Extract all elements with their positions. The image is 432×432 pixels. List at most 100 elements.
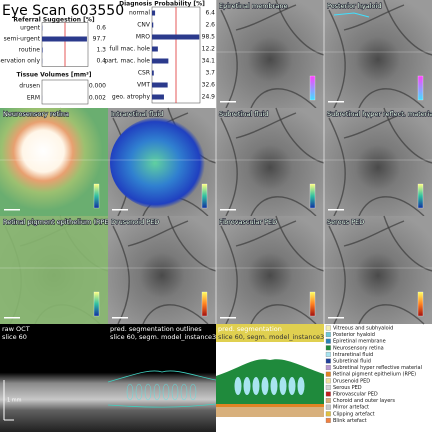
plot-frame [41,79,89,105]
bar [152,94,164,100]
legend-label: Blink artefact [333,418,367,424]
vessel [275,0,325,56]
legend-label: Fibrovascular PED [333,392,378,398]
image-tile: Fibrovascular PED [216,215,325,325]
seg-fluid [270,377,278,395]
value-label: 24.9 [202,94,216,101]
legend-label: Epiretinal membrane [333,339,386,345]
panel-subtitle: slice 60, segm. model_instance3 [110,333,216,341]
panel-label: Subretinal hyper reflect. material [327,110,432,118]
scale-bar [220,209,236,211]
legend-swatch [325,345,331,351]
legend-label: Clipping artefact [333,411,375,417]
seg-fluid [288,377,296,395]
value-label: 0.000 [89,83,106,90]
legend-swatch [325,358,331,364]
panel-label: Fibrovascular PED [219,218,277,226]
panel-subtitle: slice 60, segm. model_instance3 [218,333,324,341]
legend-swatch [325,398,331,404]
legend-swatch [325,378,331,384]
oct-image [0,324,108,432]
legend-swatch [325,411,331,417]
vessel [383,215,432,272]
category-label: geo. atrophy [112,94,151,101]
colorbar [309,291,316,317]
legend-swatch [325,338,331,344]
vessel [220,9,238,109]
bar [42,47,43,53]
value-label: 32.6 [202,82,216,89]
legend-swatch [325,325,331,331]
vessel [343,220,405,247]
vessel [358,304,425,325]
vessel [235,112,297,139]
value-label: 12.2 [202,46,216,53]
seg-rpe [216,404,324,407]
bar [152,22,154,28]
legend-label: Choroid and outer layers [333,398,395,404]
panel-label: Drusenoid PED [111,218,159,226]
vessel [275,107,325,164]
legend-label: Neurosensory retina [333,345,384,351]
bar [152,70,154,76]
overlay [0,216,108,324]
value-label: 34.1 [202,58,216,65]
legend-label: Intraretinal fluid [333,352,373,358]
seg-choroid [216,407,324,417]
seg-vitreous [216,324,324,342]
seg-fluid [252,377,260,395]
legend-label: Serous PED [333,385,362,391]
vessel [343,4,405,31]
vessel [275,215,325,272]
fluid-outline [189,383,197,401]
scale-bar [328,101,344,103]
colorbar [201,291,208,317]
bar [152,58,169,64]
seg-fluid [297,377,305,395]
panel-label: Posterior hyaloid [327,2,381,10]
legend-label: Vitreous and subhyaloid [333,326,393,332]
seg-fluid [261,377,269,395]
scale-bar [112,317,128,319]
oct-image [108,324,216,432]
legend-swatch [325,417,331,423]
panel-label: Intraretinal fluid [111,110,163,118]
category-label: urgent [20,25,40,32]
image-tile: Drusenoid PED [108,215,217,325]
vessel [127,220,189,247]
colorbar [417,291,424,317]
colorbar [417,75,424,101]
vessel [235,220,297,247]
legend-label: Mirror artefact [333,405,369,411]
panel-label: Neurosensory retina [3,110,69,118]
category-label: MRO [136,34,150,41]
bar [152,34,200,40]
legend-label: Posterior hyaloid [333,332,375,338]
category-label: normal [129,10,150,17]
seg-fluid [234,377,242,395]
legend-label: Drusenoid PED [333,378,370,384]
vessel [358,196,425,217]
vessel [112,225,130,325]
value-label: 6.4 [205,10,215,17]
image-tile: Subretinal hyper reflect. material [324,107,432,217]
legend-swatch [325,404,331,410]
panel-label: Serous PED [327,218,364,226]
panel-title: pred. segmentation outlines [110,325,202,333]
vessel [250,88,317,109]
vessel [383,0,432,56]
vessel [328,117,346,217]
scale-bar [220,317,236,319]
overlay [0,108,108,216]
scale-label: 1 mm [7,398,22,404]
legend-swatch [325,384,331,390]
vessel [328,9,346,109]
image-tile: Serous PED [324,215,432,325]
image-tile: Retinal pigment epithelium (RPE) [0,215,112,325]
fluid-outline [162,383,170,401]
legend-swatch [325,391,331,397]
image-tile: Subretinal fluid [216,107,325,217]
